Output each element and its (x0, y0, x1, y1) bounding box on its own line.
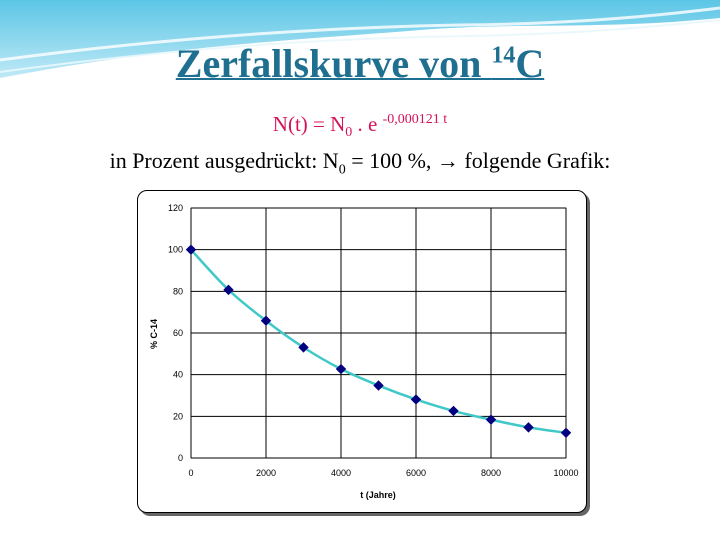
data-point-marker (560, 427, 572, 438)
line2-part2: = 100 %, (345, 148, 437, 173)
chart-frame: 0 2000 4000 6000 8000 10000 0 20 40 60 80 100 120 t… (137, 190, 587, 513)
title-element: C (515, 41, 545, 86)
y-tick-label: 100 (168, 245, 183, 255)
slide-title: Zerfallskurve von 14C (0, 40, 720, 87)
data-point-marker (260, 315, 272, 326)
line2-part3: folgende Grafik: (458, 148, 611, 173)
data-point-marker (448, 405, 459, 417)
percent-description: in Prozent ausgedrückt: N0 = 100 %, → fo… (0, 148, 720, 178)
y-tick-label: 20 (173, 411, 183, 421)
data-point-marker (185, 244, 197, 255)
x-tick-labels: 0 2000 4000 6000 8000 10000 (188, 468, 578, 478)
title-isotope-superscript: 14 (491, 42, 516, 69)
x-tick-label: 10000 (553, 468, 578, 478)
x-axis-label: t (Jahre) (360, 490, 396, 500)
y-axis-label: % C-14 (149, 319, 159, 349)
y-tick-label: 0 (178, 453, 183, 463)
x-tick-label: 0 (188, 468, 193, 478)
title-text: Zerfallskurve von (175, 41, 492, 86)
formula-part1: N(t) = N (272, 112, 346, 136)
x-tick-label: 4000 (331, 468, 351, 478)
data-point-marker (485, 414, 497, 425)
line2-subscript: 0 (338, 162, 346, 178)
x-tick-label: 2000 (256, 468, 276, 478)
y-tick-label: 120 (168, 203, 183, 213)
data-point-marker (335, 363, 347, 375)
x-tick-label: 8000 (481, 468, 501, 478)
line2-part1: in Prozent ausgedrückt: N (109, 148, 339, 173)
header-wave-decoration (0, 0, 720, 78)
data-markers (185, 244, 572, 438)
data-point-marker (410, 394, 422, 405)
formula-part2: . e (352, 112, 383, 136)
y-tick-label: 40 (173, 370, 183, 380)
data-point-marker (223, 284, 234, 296)
data-point-marker (523, 422, 534, 433)
formula-subscript: 0 (345, 125, 353, 141)
x-tick-label: 6000 (406, 468, 426, 478)
arrow-icon: → (436, 148, 459, 173)
y-tick-labels: 0 20 40 60 80 100 120 (168, 203, 183, 463)
data-point-marker (373, 380, 384, 391)
data-point-marker (298, 342, 309, 353)
y-tick-label: 80 (173, 286, 183, 296)
formula-exponent: -0,000121 t (382, 112, 448, 127)
decay-chart: 0 2000 4000 6000 8000 10000 0 20 40 60 80 100 120 t… (149, 203, 579, 500)
y-tick-label: 60 (173, 328, 183, 338)
decay-formula: N(t) = N0 . e -0,000121 t (0, 112, 720, 141)
chart-grid (190, 207, 567, 459)
